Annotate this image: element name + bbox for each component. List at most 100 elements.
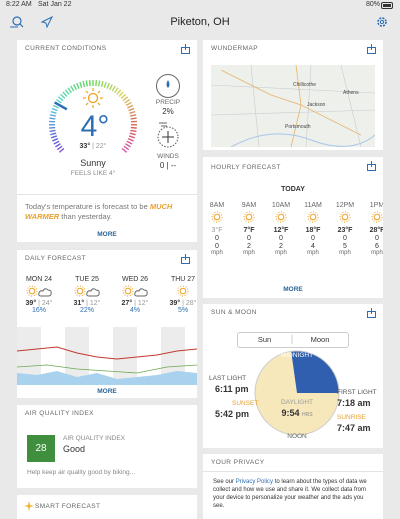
wundermap-card: WUNDERMAP Chillicothe Jackson Portsmouth… — [203, 40, 383, 150]
share-icon[interactable] — [367, 161, 376, 171]
hour-time: 12PM — [335, 202, 355, 209]
message-highlight: MUCH WARMER — [25, 202, 173, 221]
hour-precip: 0 — [279, 235, 283, 242]
settings-icon[interactable] — [376, 16, 388, 28]
battery: 80% — [366, 1, 381, 8]
day-precip: 16% — [31, 307, 46, 314]
map[interactable] — [211, 65, 375, 147]
gauge-tick — [67, 87, 72, 94]
hour-temp: 3°F — [211, 227, 223, 234]
daily-trend-chart — [17, 327, 197, 385]
gauge-tick — [58, 147, 65, 153]
status-date: Sat Jan 22 — [38, 1, 72, 8]
hour-precip: 0 — [311, 235, 315, 242]
gauge-tick — [128, 135, 135, 139]
gauge-tick — [130, 117, 137, 120]
aqi-rating: Good — [63, 444, 86, 454]
day-label: TODAY — [281, 186, 305, 193]
day-low: 12° — [137, 300, 149, 307]
sunset-label: SUNSET — [232, 400, 259, 407]
separator: | — [182, 300, 184, 307]
location-title[interactable]: Piketon, OH — [170, 16, 230, 28]
privacy-link[interactable]: Privacy Policy — [235, 479, 274, 485]
feels-like: FEELS LIKE 4° — [70, 170, 116, 177]
hour-column: 8AM 3°F 0 0 mph — [203, 202, 232, 256]
day-column: MON 24 39° | 24° 16% — [17, 276, 62, 314]
winds-label: WINDS — [157, 153, 179, 160]
daylight-value: 9:54 — [281, 408, 300, 418]
wind-compass — [157, 122, 179, 148]
gauge-tick — [126, 140, 133, 145]
hour-wind-unit: mph — [243, 250, 255, 256]
gauge-tick — [125, 143, 131, 148]
more-link[interactable]: MORE — [97, 231, 117, 238]
share-icon[interactable] — [181, 44, 190, 54]
status-time: 8:22 AM — [6, 1, 32, 8]
day-high: 31° — [73, 300, 85, 307]
gauge-tick — [121, 147, 128, 153]
gauge-tick — [128, 107, 135, 112]
tab-sun[interactable]: Sun — [238, 335, 293, 344]
card-title: CURRENT CONDITIONS — [25, 45, 107, 52]
map-place: Athens — [343, 90, 359, 96]
aqi-message: Help keep air quality good by biking... — [27, 469, 136, 476]
weather-icon — [339, 211, 351, 223]
header-icons[interactable] — [8, 15, 58, 29]
map-place: Chillicothe — [293, 82, 317, 88]
hour-temp: 28°F — [369, 227, 383, 234]
hour-precip: 0 — [375, 235, 379, 242]
map-place: Jackson — [307, 102, 326, 108]
share-icon[interactable] — [367, 44, 376, 54]
daylight: 9:54 HRS — [281, 408, 312, 418]
day-name: TUE 25 — [75, 276, 99, 283]
sun-icon — [83, 88, 103, 108]
first-light: 7:18 am — [337, 398, 371, 408]
low: 22° — [95, 143, 107, 150]
gauge-tick — [52, 104, 59, 109]
weather-icon — [26, 285, 38, 297]
weather-icon — [307, 211, 319, 223]
hour-column: 12PM 23°F 0 5 mph — [330, 202, 360, 256]
weather-icon — [275, 211, 287, 223]
high: 33° — [79, 143, 91, 150]
hour-wind-unit: mph — [307, 250, 319, 256]
hour-temp: 23°F — [337, 227, 353, 234]
divider — [203, 471, 383, 472]
gauge-tick — [49, 129, 56, 133]
more-link[interactable]: MORE — [97, 388, 117, 395]
hour-precip: 0 — [343, 235, 347, 242]
noon-label: NOON — [287, 433, 307, 440]
day-name: WED 26 — [121, 276, 149, 283]
gauge-tick — [56, 145, 63, 151]
card-title: SUN & MOON — [211, 309, 257, 316]
gauge-tick — [127, 104, 134, 109]
precip-label: PRECIP — [155, 99, 181, 106]
hour-precip: 0 — [215, 235, 219, 242]
privacy-prefix: See our — [213, 479, 236, 485]
gauge-tick — [49, 114, 56, 117]
precip: 2% — [162, 107, 174, 116]
privacy-text: See our Privacy Policy to learn about th… — [213, 478, 375, 510]
day-high: 39° — [25, 300, 37, 307]
hour-time: 8AM — [209, 202, 225, 209]
smart-forecast-card: SMART FORECAST — [17, 495, 197, 519]
share-icon[interactable] — [367, 308, 376, 318]
tab-moon[interactable]: Moon — [310, 335, 330, 344]
hour-column: 1PM 28°F 0 6 mph — [362, 202, 383, 256]
weather-icon — [134, 288, 148, 297]
gauge-tick — [52, 137, 59, 142]
gauge-tick — [130, 129, 137, 133]
gauge-tick — [57, 96, 64, 102]
sun-dial — [254, 350, 340, 436]
message-suffix: than yesterday. — [59, 212, 112, 221]
hour-wind: 4 — [311, 243, 315, 250]
hour-wind-unit: mph — [339, 250, 351, 256]
gauge-tick — [127, 137, 134, 142]
gauge-tick — [55, 143, 61, 148]
weather-icon — [122, 285, 134, 297]
share-icon[interactable] — [181, 254, 190, 264]
gauge-tick — [114, 87, 119, 94]
more-link[interactable]: MORE — [283, 286, 303, 293]
separator: | — [86, 300, 88, 307]
